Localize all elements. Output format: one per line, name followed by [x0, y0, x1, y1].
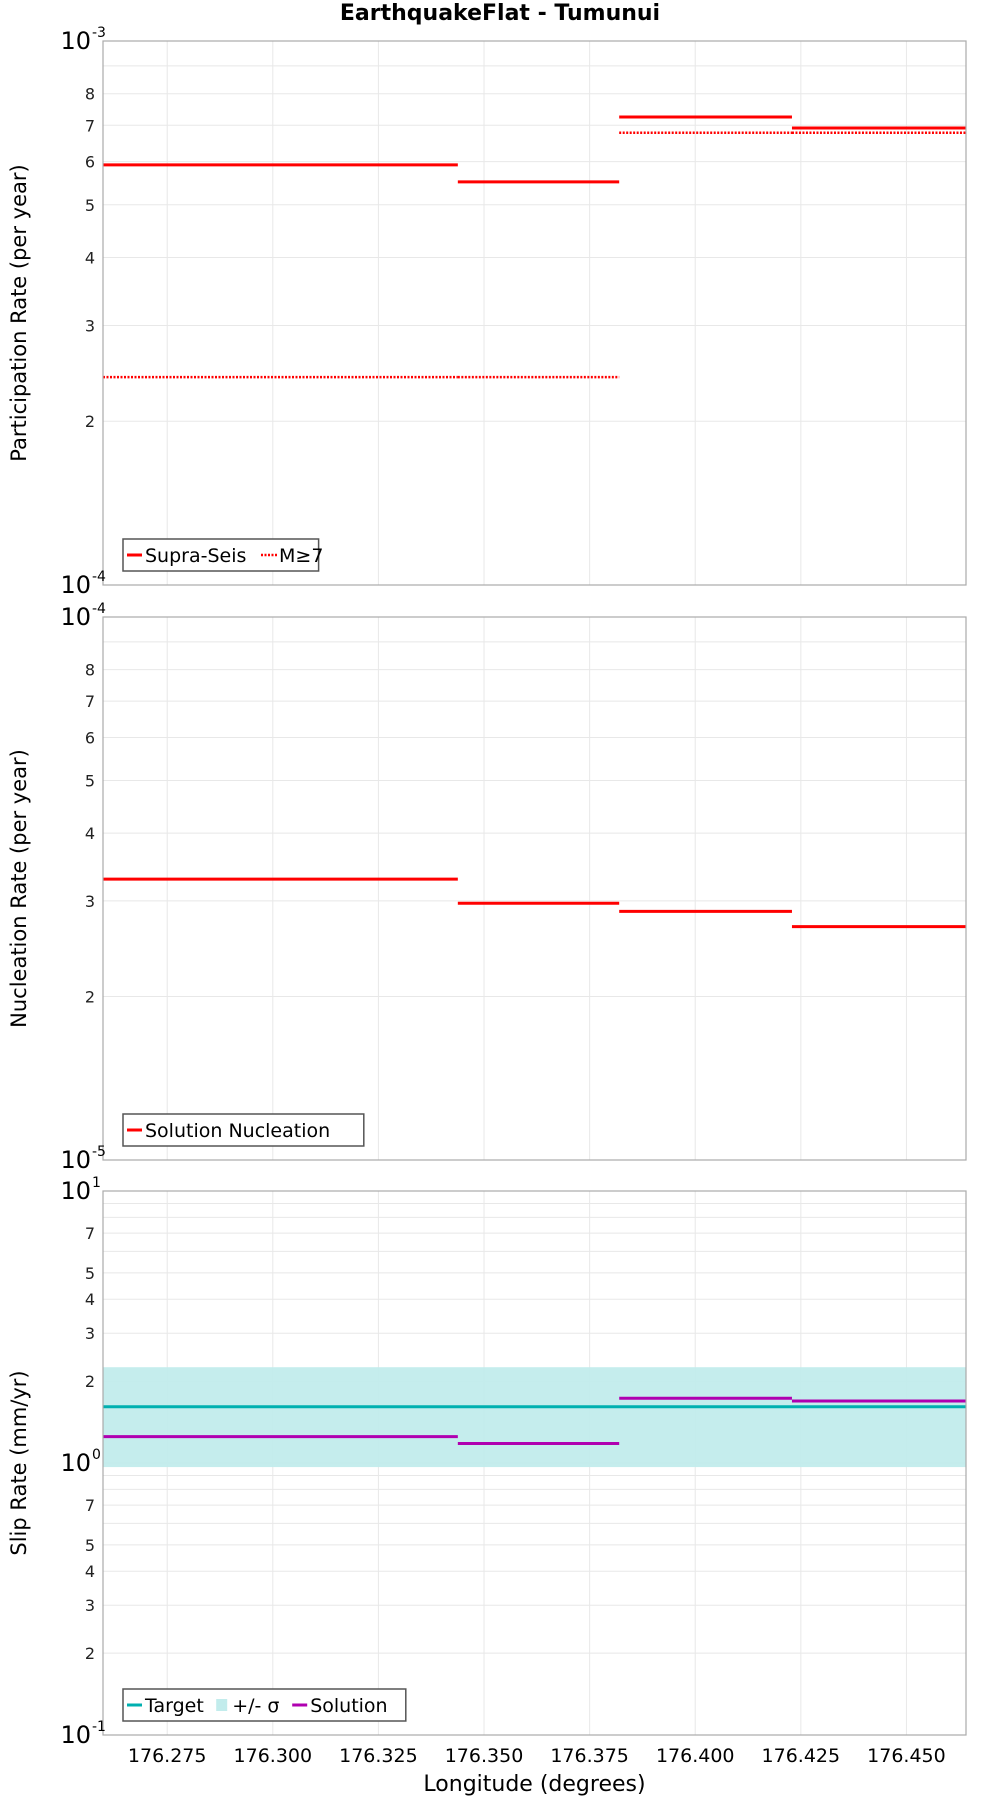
plot-frame: [102, 40, 967, 586]
y-major-tick-label: 10: [60, 1177, 91, 1205]
legend-swatch-box: [216, 1699, 228, 1711]
x-axis-label: Longitude (degrees): [423, 1772, 645, 1797]
y-major-tick-exponent: -3: [92, 25, 106, 41]
y-tick-label: 5: [85, 1264, 95, 1283]
sigma-band: [103, 1367, 966, 1468]
y-major-tick-exponent: -4: [92, 569, 106, 585]
x-tick-label: 176.400: [656, 1745, 735, 1767]
y-tick-label: 2: [85, 412, 95, 431]
legend-box: [122, 538, 320, 572]
y-axis-label: Slip Rate (mm/yr): [7, 1370, 31, 1555]
y-tick-label: 4: [85, 824, 95, 843]
y-tick-label: 4: [85, 248, 95, 267]
legend-label: Supra-Seis: [145, 545, 246, 567]
legend-item: M≥7: [261, 545, 323, 567]
legend-label: Solution: [310, 1695, 387, 1717]
y-axis-label: Nucleation Rate (per year): [7, 749, 31, 1028]
x-tick-label: 176.350: [445, 1745, 524, 1767]
y-major-tick-exponent: -5: [92, 1144, 106, 1160]
y-tick-label: 6: [85, 153, 95, 172]
series-m-7: [103, 131, 966, 379]
y-tick-label: 8: [85, 661, 95, 680]
y-major-tick-label: 10: [60, 603, 91, 631]
y-major-tick-label: 10: [60, 571, 91, 599]
x-tick-label: 176.300: [234, 1745, 313, 1767]
legend-box: [122, 1113, 365, 1147]
legend-label: +/- σ: [232, 1695, 279, 1717]
x-tick-label: 176.275: [128, 1745, 207, 1767]
y-major-tick-exponent: 1: [92, 1175, 101, 1191]
y-major-tick-label: 10: [60, 1146, 91, 1174]
y-tick-label: 3: [85, 1324, 95, 1343]
y-tick-label: 8: [85, 85, 95, 104]
y-axis-label: Participation Rate (per year): [7, 164, 31, 461]
legend: Solution Nucleation: [122, 1113, 365, 1147]
legend-label: M≥7: [279, 545, 323, 567]
plot-frame: [102, 616, 967, 1161]
legend-item: +/- σ: [216, 1695, 279, 1717]
x-tick-label: 176.450: [867, 1745, 946, 1767]
plot-frame: [102, 1190, 967, 1736]
legend: Supra-Seis M≥7: [122, 538, 323, 572]
y-tick-label: 2: [85, 1372, 95, 1391]
y-tick-label: 7: [85, 692, 95, 711]
y-major-tick-exponent: 0: [92, 1447, 101, 1463]
legend-item: Solution: [292, 1695, 388, 1717]
y-tick-label: 7: [85, 116, 95, 135]
legend-item: Supra-Seis: [127, 545, 246, 567]
legend-box: [122, 1688, 407, 1722]
legend-label: Target: [144, 1695, 204, 1717]
y-major-tick-label: 10: [60, 27, 91, 55]
legend-label: Solution Nucleation: [145, 1120, 330, 1142]
y-tick-label: 3: [85, 892, 95, 911]
y-tick-label: 5: [85, 771, 95, 790]
plot-area: [103, 617, 966, 1160]
legend: Target +/- σ Solution: [122, 1688, 407, 1722]
y-tick-label: 7: [85, 1496, 95, 1515]
y-tick-label: 6: [85, 728, 95, 747]
y-tick-label: 4: [85, 1562, 95, 1581]
x-tick-label: 176.425: [762, 1745, 841, 1767]
y-tick-label: 5: [85, 196, 95, 215]
y-tick-label: 2: [85, 988, 95, 1007]
series-solution-nucleation: [103, 877, 966, 929]
y-tick-label: 7: [85, 1224, 95, 1243]
series-supra-seis: [103, 115, 966, 184]
x-tick-label: 176.375: [550, 1745, 629, 1767]
y-major-tick-label: 10: [60, 1721, 91, 1749]
chart-title: EarthquakeFlat - Tumunui: [339, 1, 661, 26]
y-tick-label: 3: [85, 316, 95, 335]
x-tick-label: 176.325: [339, 1745, 418, 1767]
y-major-tick-exponent: -1: [92, 1719, 106, 1735]
legend-item: Target: [127, 1695, 204, 1717]
y-tick-label: 5: [85, 1536, 95, 1555]
y-major-tick-label: 10: [60, 1449, 91, 1477]
y-major-tick-exponent: -4: [92, 601, 106, 617]
y-tick-label: 3: [85, 1596, 95, 1615]
legend-item: Solution Nucleation: [127, 1120, 330, 1142]
y-tick-label: 2: [85, 1644, 95, 1663]
series-solution: [103, 1396, 966, 1445]
plot-area: [103, 41, 966, 585]
y-tick-label: 4: [85, 1290, 95, 1309]
